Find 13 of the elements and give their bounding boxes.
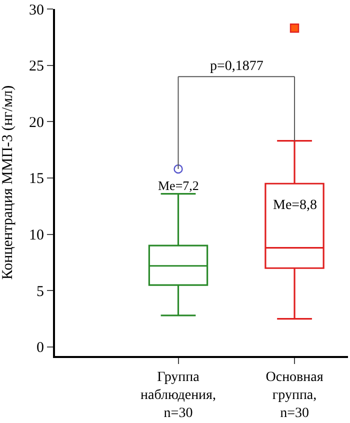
y-tick-label: 15 [29,171,44,188]
y-tick-label: 10 [29,228,44,244]
y-tick-label: 5 [36,284,44,300]
y-axis-title: Концентрация ММП-3 (нг/мл) [0,85,16,280]
y-tick-label: 30 [29,2,44,18]
y-tick-label: 0 [36,340,44,356]
y-tick-label: 20 [29,114,44,131]
x-tick-label: Основная группа, n=30 [266,370,324,422]
annotation: Me=8,8 [273,198,318,213]
annotation: Me=7,2 [158,178,199,193]
y-tick-label: 25 [29,58,44,75]
x-tick-label: Группа наблюдения, n=30 [140,370,216,422]
annotation: p=0,1877 [210,59,264,74]
